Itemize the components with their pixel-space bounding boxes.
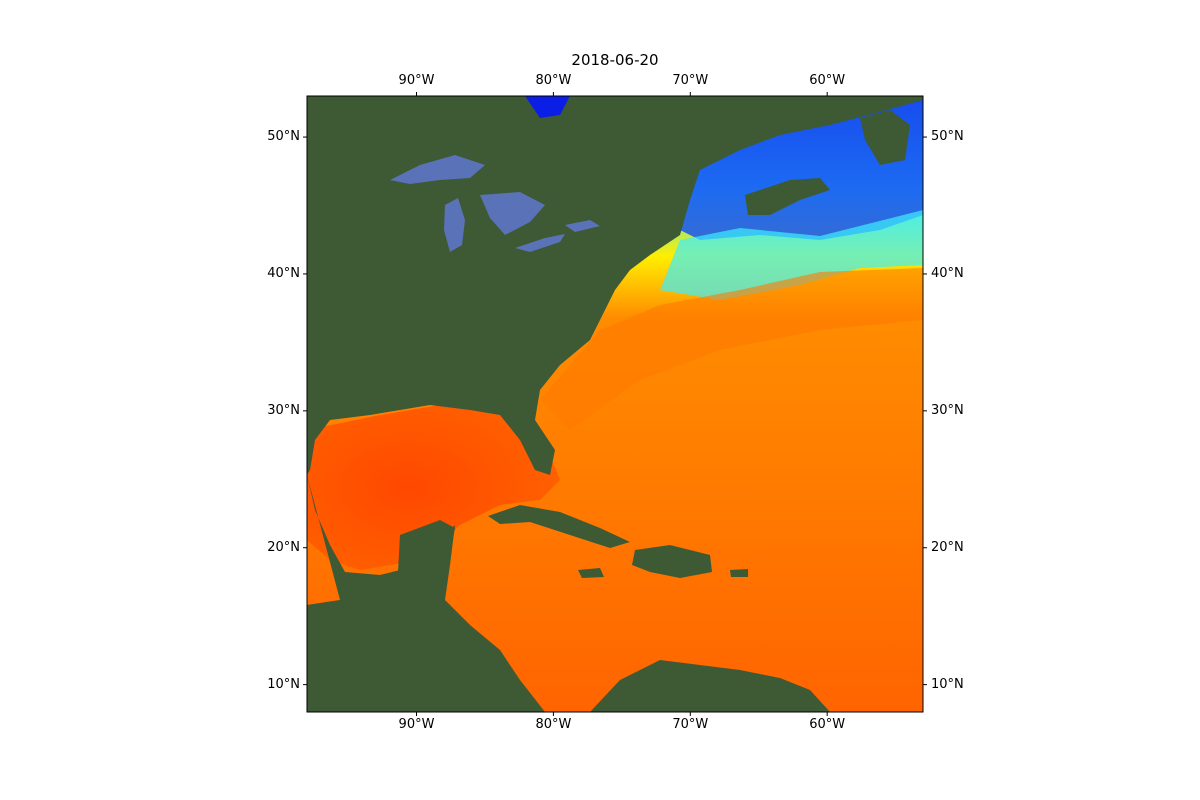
maritimes-land [745, 178, 830, 215]
lake-superior [390, 155, 485, 184]
tick-marks [303, 92, 927, 716]
north-america-land [307, 96, 923, 475]
lon-tick-label-bottom: 90°W [398, 717, 435, 732]
lat-tick-label-left: 10°N [267, 676, 300, 692]
yucatan-land [398, 520, 455, 572]
newfoundland-land [860, 110, 910, 165]
jamaica-land [578, 568, 604, 578]
puerto-rico-land [730, 569, 748, 577]
lon-tick-label-top: 90°W [398, 73, 435, 88]
cold-water-region [660, 210, 923, 300]
gulf-of-mexico-sst [307, 405, 560, 570]
map-frame [306, 95, 924, 713]
lat-tick-label-right: 20°N [931, 539, 964, 555]
south-america-land [590, 660, 830, 712]
lon-tick-label-top: 60°W [809, 73, 846, 88]
lat-tick-label-left: 30°N [267, 402, 300, 418]
lake-erie [515, 234, 565, 252]
map-title: 2018-06-20 [571, 51, 659, 69]
lake-ontario [565, 220, 600, 232]
lon-tick-label-top: 70°W [672, 73, 709, 88]
lon-tick-label-bottom: 60°W [809, 717, 846, 732]
lake-michigan [444, 198, 465, 252]
lat-tick-label-left: 40°N [267, 265, 300, 281]
lat-tick-label-right: 50°N [931, 129, 964, 145]
lat-tick-label-left: 50°N [267, 129, 300, 145]
lat-tick-label-right: 10°N [931, 676, 964, 692]
labrador-water [525, 96, 570, 118]
mexico-central-america-land [307, 475, 545, 712]
lat-tick-label-left: 20°N [267, 539, 300, 555]
lon-tick-label-bottom: 70°W [672, 717, 709, 732]
lat-tick-label-right: 40°N [931, 265, 964, 281]
gulf-stream [540, 268, 923, 430]
hispaniola-land [632, 545, 712, 578]
lat-tick-label-right: 30°N [931, 402, 964, 418]
lon-tick-label-bottom: 80°W [535, 717, 572, 732]
lake-huron [480, 192, 545, 235]
lon-tick-label-top: 80°W [535, 73, 572, 88]
cold-water-region [680, 96, 923, 240]
cuba-land [488, 505, 630, 548]
